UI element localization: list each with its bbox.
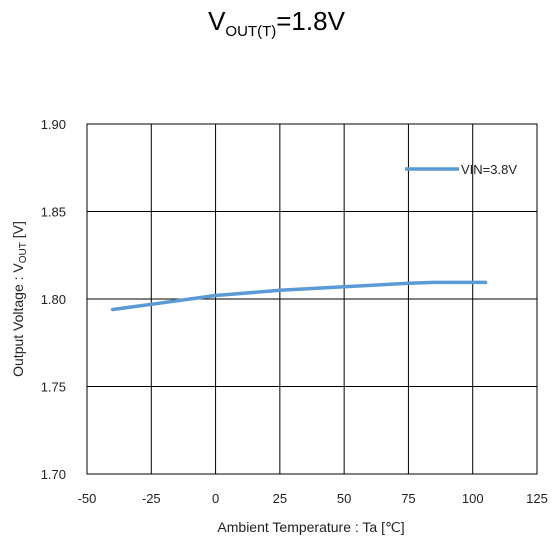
x-tick-label: 50 xyxy=(337,491,351,506)
series-group xyxy=(110,280,488,312)
x-tick-label: 0 xyxy=(212,491,219,506)
y-tick-label: 1.80 xyxy=(41,292,66,307)
series-line xyxy=(110,280,488,312)
x-tick-label: 100 xyxy=(462,491,484,506)
legend-label: VIN=3.8V xyxy=(461,162,517,177)
legend: VIN=3.8V xyxy=(405,162,517,177)
x-axis-label: Ambient Temperature : Ta [℃] xyxy=(217,519,404,535)
x-tick-label: 25 xyxy=(273,491,287,506)
x-tick-label: -50 xyxy=(78,491,97,506)
y-tick-label: 1.70 xyxy=(41,467,66,482)
x-tick-label: 125 xyxy=(526,491,548,506)
y-axis-label: Output Voltage : VOUT [V] xyxy=(10,221,29,377)
y-tick-label: 1.85 xyxy=(41,205,66,220)
y-tick-label: 1.75 xyxy=(41,380,66,395)
y-tick-labels: 1.70 1.75 1.80 1.85 1.90 xyxy=(41,117,66,482)
plot-frame xyxy=(86,123,538,475)
chart-title: VOUT(T)=1.8V xyxy=(208,6,345,40)
x-tick-label: -25 xyxy=(142,491,161,506)
y-tick-label: 1.90 xyxy=(41,117,66,132)
x-tick-labels: -50 -25 0 25 50 75 100 125 xyxy=(78,491,548,506)
x-tick-label: 75 xyxy=(401,491,415,506)
